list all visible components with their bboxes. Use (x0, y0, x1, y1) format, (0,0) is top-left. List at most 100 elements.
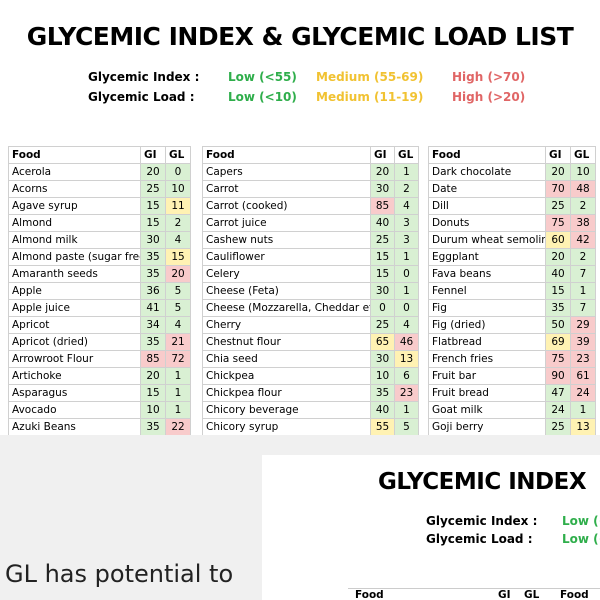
food-cell: Acerola (8, 163, 141, 181)
gl-cell: 2 (394, 180, 419, 198)
gi-cell: 40 (370, 401, 395, 419)
food-row: Fava beans 40 7 (428, 265, 596, 283)
gl-cell: 5 (394, 418, 419, 435)
food-row: Apple juice 41 5 (8, 299, 191, 317)
food-row: Cherry 25 4 (202, 316, 419, 334)
food-row: Amaranth seeds 35 20 (8, 265, 191, 283)
title: GLYCEMIC INDEX & GLYCEMIC LOAD LIST (26, 22, 574, 51)
gl-cell: 0 (394, 299, 419, 317)
food-cell: Cauliflower (202, 248, 371, 266)
gl-cell: 3 (394, 231, 419, 249)
food-cell: Dark chocolate (428, 163, 546, 181)
gl-cell: 0 (165, 163, 191, 181)
header: Food (355, 589, 384, 600)
food-cell: French fries (428, 350, 546, 368)
gi-cell: 69 (545, 333, 571, 351)
legend-label: Glycemic Load : (88, 90, 195, 104)
food-cell: Fruit bar (428, 367, 546, 385)
header-row: Food GI GL (8, 146, 191, 164)
gl-cell: 1 (165, 367, 191, 385)
food-cell: Chicory beverage (202, 401, 371, 419)
gi-cell: 75 (545, 214, 571, 232)
gl-cell: 1 (570, 401, 596, 419)
food-cell: Cheese (Feta) (202, 282, 371, 300)
food-cell: Goat milk (428, 401, 546, 419)
gi-cell: 20 (140, 367, 166, 385)
gi-cell: 30 (370, 180, 395, 198)
food-cell: Durum wheat semolina (428, 231, 546, 249)
food-row: Agave syrup 15 11 (8, 197, 191, 215)
gl-cell: 42 (570, 231, 596, 249)
food-cell: Carrot juice (202, 214, 371, 232)
gl-cell: 22 (165, 418, 191, 435)
gl-cell: 61 (570, 367, 596, 385)
gi-cell: 25 (370, 231, 395, 249)
food-row: Carrot 30 2 (202, 180, 419, 198)
food-row: Capers 20 1 (202, 163, 419, 181)
food-row: Avocado 10 1 (8, 401, 191, 419)
food-cell: Asparagus (8, 384, 141, 402)
gl-cell: 7 (570, 265, 596, 283)
gl-cell: 0 (394, 265, 419, 283)
gi-cell: 65 (370, 333, 395, 351)
food-row: Chestnut flour 65 46 (202, 333, 419, 351)
food-row: French fries 75 23 (428, 350, 596, 368)
gl-cell: 1 (394, 282, 419, 300)
food-row: Chickpea flour 35 23 (202, 384, 419, 402)
food-row: Chicory syrup 55 5 (202, 418, 419, 435)
food-cell: Fava beans (428, 265, 546, 283)
gl-cell: 3 (394, 214, 419, 232)
food-row: Cheese (Mozzarella, Cheddar etc.) 0 0 (202, 299, 419, 317)
food-row: Apricot (dried) 35 21 (8, 333, 191, 351)
food-cell: Flatbread (428, 333, 546, 351)
food-cell: Cherry (202, 316, 371, 334)
food-row: Artichoke 20 1 (8, 367, 191, 385)
food-cell: Cheese (Mozzarella, Cheddar etc.) (202, 299, 371, 317)
gi-cell: 20 (370, 163, 395, 181)
food-row: Carrot juice 40 3 (202, 214, 419, 232)
food-cell: Almond milk (8, 231, 141, 249)
gi-cell: 15 (140, 384, 166, 402)
gi-cell: 36 (140, 282, 166, 300)
header-cell: GI (140, 146, 166, 164)
gi-cell: 50 (545, 316, 571, 334)
gl-cell: 10 (165, 180, 191, 198)
food-row: Chia seed 30 13 (202, 350, 419, 368)
food-cell: Celery (202, 265, 371, 283)
gi-cell: 35 (140, 248, 166, 266)
gi-cell: 35 (140, 418, 166, 435)
food-cell: Carrot (202, 180, 371, 198)
food-cell: Apple (8, 282, 141, 300)
gi-cell: 35 (140, 333, 166, 351)
food-cell: Amaranth seeds (8, 265, 141, 283)
food-cell: Fig (428, 299, 546, 317)
legend-level: Medium (55-69) (316, 70, 424, 84)
gl-cell: 1 (394, 248, 419, 266)
food-cell: Eggplant (428, 248, 546, 266)
food-cell: Fruit bread (428, 384, 546, 402)
food-cell: Acorns (8, 180, 141, 198)
gl-cell: 38 (570, 214, 596, 232)
food-cell: Chickpea (202, 367, 371, 385)
food-row: Cauliflower 15 1 (202, 248, 419, 266)
gi-cell: 15 (545, 282, 571, 300)
food-row: Acorns 25 10 (8, 180, 191, 198)
food-cell: Cashew nuts (202, 231, 371, 249)
food-table: Food GI GL Capers 20 1 Carrot 30 2 Carrot (cooked… (202, 146, 419, 435)
food-row: Apple 36 5 (8, 282, 191, 300)
food-cell: Chicory syrup (202, 418, 371, 435)
food-row: Almond 15 2 (8, 214, 191, 232)
gl-cell: 6 (394, 367, 419, 385)
gi-cell: 55 (370, 418, 395, 435)
gl-cell: 1 (165, 384, 191, 402)
header-cell: GI (545, 146, 571, 164)
gl-cell: 29 (570, 316, 596, 334)
food-row: Apricot 34 4 (8, 316, 191, 334)
food-row: Almond paste (sugar free) 35 15 (8, 248, 191, 266)
food-row: Acerola 20 0 (8, 163, 191, 181)
legend-level: Medium (11-19) (316, 90, 424, 104)
gi-cell: 0 (370, 299, 395, 317)
food-cell: Avocado (8, 401, 141, 419)
gi-cell: 20 (140, 163, 166, 181)
